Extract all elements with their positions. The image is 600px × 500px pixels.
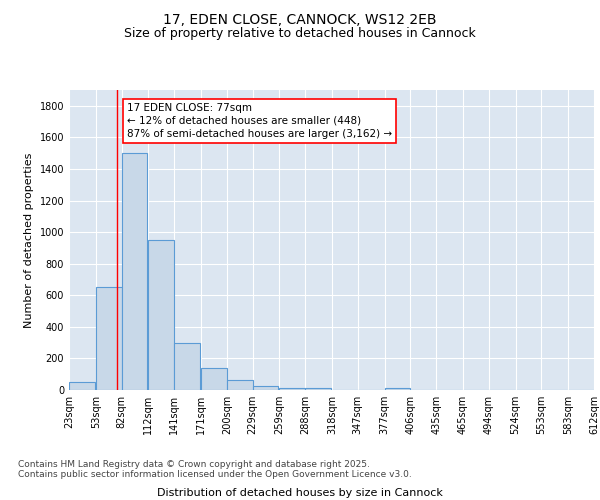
Bar [148,240,174,390]
Bar [69,382,95,390]
Bar [174,342,200,390]
Bar [385,388,410,390]
Text: Contains public sector information licensed under the Open Government Licence v3: Contains public sector information licen… [18,470,412,479]
Text: Contains HM Land Registry data © Crown copyright and database right 2025.: Contains HM Land Registry data © Crown c… [18,460,370,469]
Text: Size of property relative to detached houses in Cannock: Size of property relative to detached ho… [124,28,476,40]
Bar [122,153,148,390]
Text: 17 EDEN CLOSE: 77sqm
← 12% of detached houses are smaller (448)
87% of semi-deta: 17 EDEN CLOSE: 77sqm ← 12% of detached h… [127,102,392,139]
Bar [253,386,278,390]
Y-axis label: Number of detached properties: Number of detached properties [24,152,34,328]
Bar [227,380,253,390]
Bar [96,288,122,390]
Text: 17, EDEN CLOSE, CANNOCK, WS12 2EB: 17, EDEN CLOSE, CANNOCK, WS12 2EB [163,12,437,26]
Text: Distribution of detached houses by size in Cannock: Distribution of detached houses by size … [157,488,443,498]
Bar [280,388,305,390]
Bar [201,368,227,390]
Bar [305,388,331,390]
